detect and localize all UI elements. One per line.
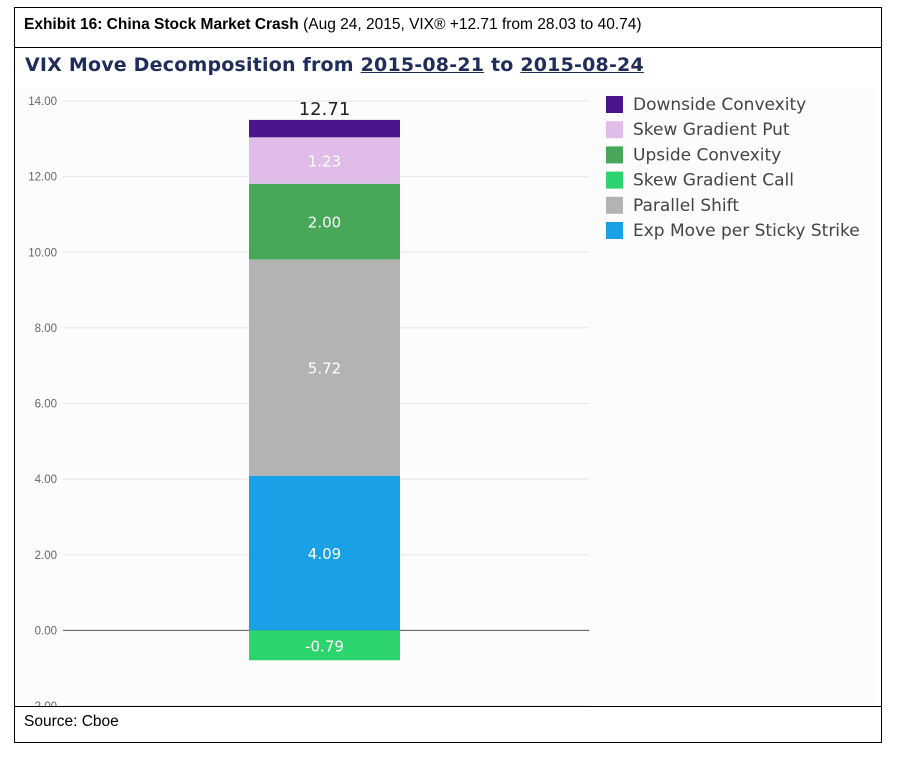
legend-label-upside-convexity: Upside Convexity: [633, 145, 781, 165]
legend-label-downside-convexity: Downside Convexity: [633, 95, 806, 115]
legend-swatch-downside-convexity: [606, 96, 623, 113]
chart-title-prefix: VIX Move Decomposition from: [25, 54, 361, 76]
bar-segment-skew-gradient-put: [249, 137, 400, 184]
y-tick-label: 4.00: [35, 474, 57, 486]
source-note: Source: Cboe: [24, 713, 119, 730]
plot-background: [15, 88, 875, 706]
source-row: Source: Cboe: [15, 706, 881, 743]
legend-label-skew-gradient-put: Skew Gradient Put: [633, 120, 790, 140]
caption-bold: Exhibit 16: China Stock Market Crash: [24, 16, 299, 33]
chart-title-from-date: 2015-08-21: [360, 54, 485, 76]
data-label-skew-gradient-put: 1.23: [308, 153, 341, 171]
chart-title-to-date: 2015-08-24: [520, 54, 644, 76]
bar-segment-exp-move-per-sticky-strike: [249, 475, 400, 631]
legend-swatch-exp-move-per-sticky-strike: [606, 222, 623, 239]
data-label-parallel-shift: 5.72: [308, 360, 341, 378]
legend-swatch-upside-convexity: [606, 146, 623, 164]
data-label-upside-convexity: 2.00: [308, 214, 341, 232]
chart-title: VIX Move Decomposition from 2015-08-21 t…: [25, 54, 644, 76]
chart-area: -2.00 0.00 2.00 4.00 6.00 8.00 10.00 12.00 14.00…: [15, 48, 881, 706]
bar-segment-parallel-shift: [249, 259, 400, 476]
bar-segment-skew-gradient-call: [249, 630, 400, 661]
caption-rest: (Aug 24, 2015, VIX® +12.71 from 28.03 to…: [298, 16, 642, 33]
y-tick-label: 0.00: [35, 625, 57, 637]
caption-row: Exhibit 16: China Stock Market Crash (Au…: [15, 8, 881, 48]
y-tick-label: 2.00: [35, 550, 57, 562]
stacked-bar-chart: -2.00 0.00 2.00 4.00 6.00 8.00 10.00 12.00 14.00…: [15, 88, 875, 706]
data-label-exp-move-per-sticky-strike: 4.09: [308, 545, 341, 563]
exhibit-caption: Exhibit 16: China Stock Market Crash (Au…: [24, 16, 642, 34]
legend-label-exp-move-per-sticky-strike: Exp Move per Sticky Strike: [633, 221, 860, 241]
bar-segment-upside-convexity: [249, 183, 400, 260]
legend-label-skew-gradient-call: Skew Gradient Call: [633, 171, 794, 191]
legend-swatch-parallel-shift: [606, 196, 623, 214]
legend-swatch-skew-gradient-call: [606, 171, 623, 189]
bar-segment-downside-convexity: [249, 119, 400, 138]
y-tick-label: 14.00: [28, 96, 57, 108]
legend-label-parallel-shift: Parallel Shift: [633, 196, 739, 216]
y-tick-label: -2.00: [31, 701, 57, 706]
y-tick-label: 8.00: [35, 323, 57, 335]
y-tick-label: 6.00: [35, 399, 57, 411]
legend-swatch-skew-gradient-put: [606, 121, 623, 139]
chart-title-mid: to: [484, 54, 521, 76]
exhibit-frame: Exhibit 16: China Stock Market Crash (Au…: [14, 7, 882, 743]
data-label-skew-gradient-call: -0.79: [305, 637, 344, 655]
y-tick-label: 10.00: [28, 247, 57, 259]
total-label: 12.71: [299, 99, 351, 120]
y-tick-label: 12.00: [28, 172, 57, 184]
